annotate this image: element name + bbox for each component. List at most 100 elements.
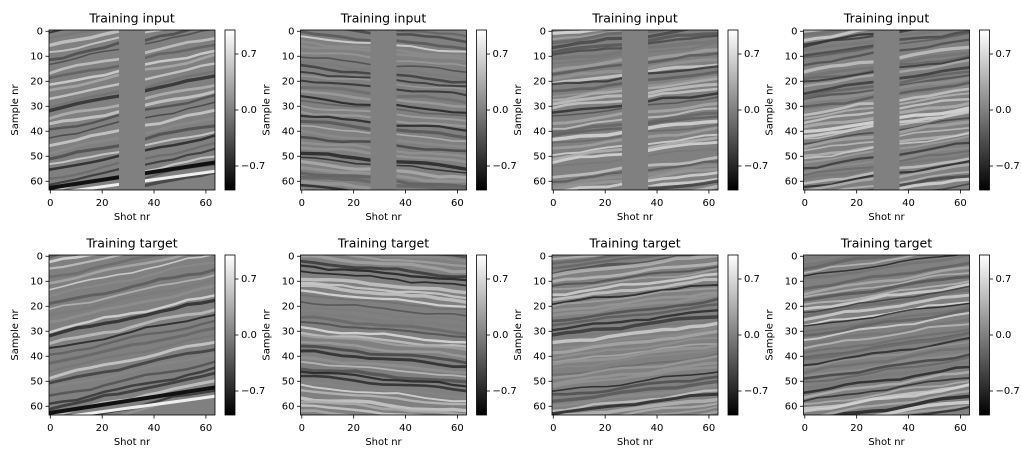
texture [803,383,970,411]
texture [300,370,467,388]
panel: Training target 0 20 40 60 0 10 20 30 40 50 60 Shot … [513,236,768,449]
texture [635,405,718,415]
colorbar-tick-label: −0.7 [241,161,265,172]
texture [890,405,970,415]
texture [803,256,970,285]
texture [803,380,970,406]
y-tick-label: 30 [785,326,798,337]
y-tick-label: 0 [37,26,43,37]
colorbar-tick-label: 0.0 [241,330,257,341]
y-tick-label: 30 [282,101,295,112]
x-tick-label: 40 [148,423,161,434]
y-tick-label: 40 [533,126,546,137]
x-tick-label: 20 [96,423,109,434]
texture [300,383,467,403]
texture [49,326,215,365]
texture [552,265,718,287]
texture [300,300,467,317]
texture [552,321,718,345]
y-tick-label: 0 [791,251,797,262]
texture [49,371,215,411]
texture [803,280,970,306]
texture [300,320,467,339]
texture [300,255,467,274]
colorbar [224,254,236,416]
texture [552,255,633,265]
x-axis-label: Shot nr [114,212,151,223]
texture [300,380,467,399]
texture [552,325,718,350]
texture [803,30,851,37]
x-tick-label: 0 [550,423,556,434]
texture [552,287,718,308]
texture [49,313,215,349]
panel: Training target 0 20 40 60 0 10 20 30 40 50 60 Shot … [262,236,517,449]
x-tick-label: 20 [96,198,109,209]
x-tick-label: 20 [347,423,360,434]
texture [803,328,970,354]
texture [49,340,215,380]
texture [803,318,970,347]
texture [49,294,215,334]
y-tick-label: 20 [785,76,798,87]
texture [384,30,467,38]
texture [552,0,718,11]
x-tick-label: 60 [200,198,213,209]
texture [803,255,961,277]
y-tick-label: 10 [785,276,798,287]
texture [831,394,970,415]
texture [300,307,467,323]
texture [803,30,873,42]
x-tick-label: 0 [299,423,305,434]
x-axis-label: Shot nr [868,437,905,448]
texture [803,353,970,380]
texture [926,182,970,190]
colorbar-tick-label: 0.7 [241,274,257,285]
texture [300,374,467,393]
x-tick-label: 60 [954,198,967,209]
x-tick-label: 60 [703,423,716,434]
y-tick-label: 10 [533,51,546,62]
x-axis-label: Shot nr [617,212,654,223]
x-tick-label: 40 [399,423,412,434]
texture [301,421,467,436]
texture [905,405,970,415]
x-tick-label: 60 [200,423,213,434]
texture [552,375,718,396]
image [803,30,970,190]
texture [49,348,215,385]
image [49,30,215,190]
colorbar [979,254,990,416]
y-tick-label: 20 [30,301,43,312]
texture [300,281,467,300]
y-axis-label: Sample nr [765,84,776,136]
texture [49,255,166,279]
texture [552,318,718,339]
x-tick-label: 20 [599,423,612,434]
y-tick-label: 10 [282,51,295,62]
x-tick-label: 20 [850,198,863,209]
colorbar-tick-label: 0.7 [493,274,509,285]
texture [803,293,970,322]
texture [67,394,215,415]
texture [552,315,718,337]
x-axis-label: Shot nr [114,437,151,448]
texture [300,388,467,406]
panel: Training input 0 20 40 60 0 10 20 30 40 50 60 Shot n… [765,11,1020,224]
texture [803,275,970,302]
image [300,255,467,436]
x-tick-label: 0 [802,198,808,209]
texture [803,255,920,274]
texture [300,325,467,344]
x-axis-label: Shot nr [868,212,905,223]
texture [803,272,970,298]
colorbar-tick-label: 0.7 [996,274,1012,285]
axes-frame [300,254,467,416]
texture [340,255,467,268]
y-tick-label: 20 [282,301,295,312]
panel: Training input 0 20 40 60 0 10 20 30 40 50 60 Shot n… [513,0,768,224]
image [552,255,718,415]
texture [552,267,718,291]
y-tick-label: 30 [785,101,798,112]
